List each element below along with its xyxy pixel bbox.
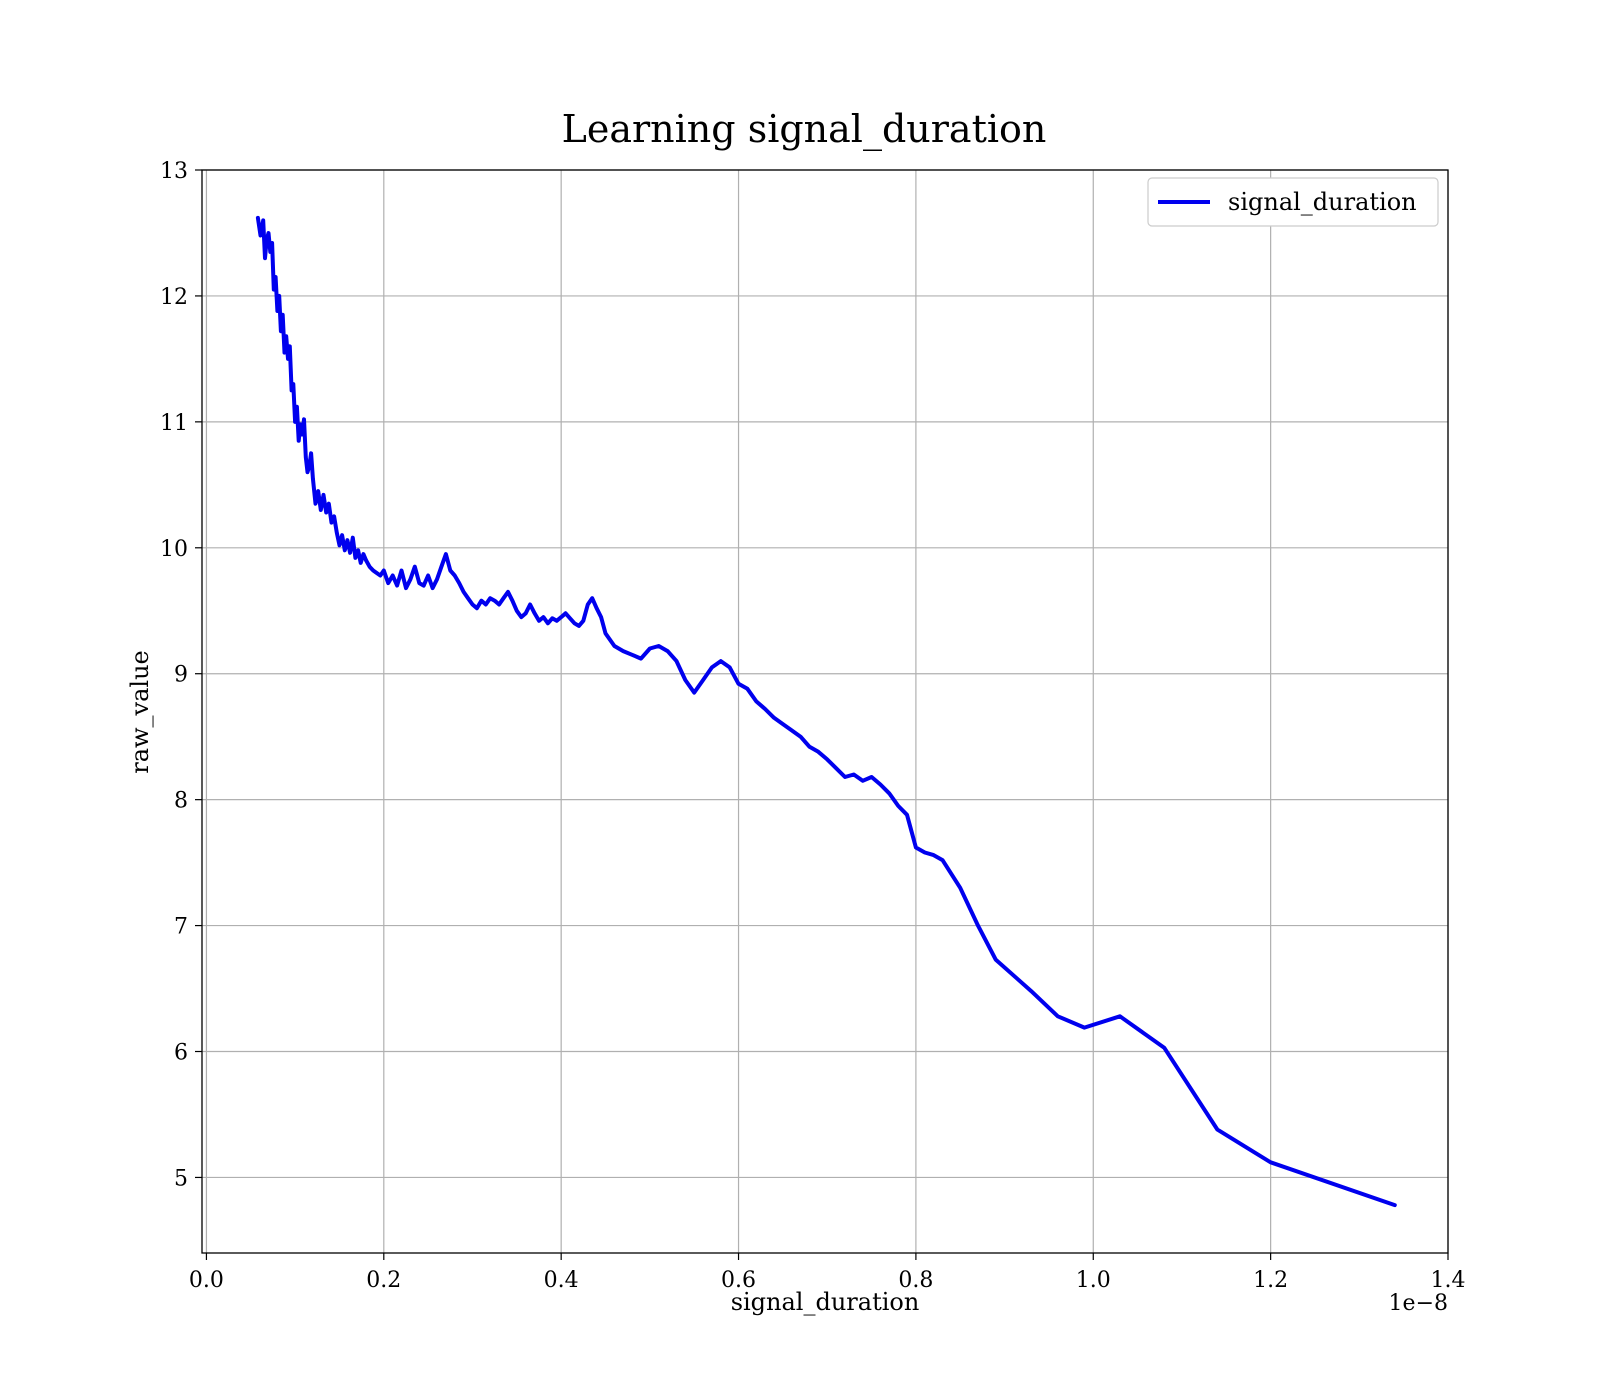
grid — [202, 169, 1449, 1253]
series-line-signal_duration — [255, 215, 1397, 1208]
x-axis-label: signal_duration — [731, 1288, 920, 1316]
y-tick-label: 6 — [174, 1041, 188, 1066]
legend: signal_duration — [1147, 177, 1439, 227]
legend-box — [1147, 177, 1439, 227]
y-axis: 5 6 7 8 9 10 11 12 13 — [160, 159, 202, 1191]
x-tick-label: 0.8 — [898, 1268, 933, 1293]
x-tick-label: 1.2 — [1253, 1268, 1288, 1293]
x-tick-label: 1.4 — [1431, 1268, 1466, 1293]
chart-title: Learning signal_duration — [562, 107, 1047, 152]
x-axis: 0.0 0.2 0.4 0.6 0.8 1.0 1.2 1.4 — [189, 1253, 1466, 1293]
x-tick-label: 0.6 — [721, 1268, 756, 1293]
y-tick-label: 11 — [160, 411, 188, 436]
series-layer — [255, 215, 1397, 1208]
y-tick-label: 13 — [160, 159, 188, 184]
y-axis-label: raw_value — [126, 650, 154, 774]
x-tick-label: 0.2 — [366, 1268, 401, 1293]
y-tick-label: 9 — [174, 663, 188, 688]
x-axis-scale-label: 1e−8 — [1389, 1291, 1448, 1316]
y-tick-label: 5 — [174, 1166, 188, 1191]
plot-frame — [201, 169, 1449, 1254]
y-tick-label: 10 — [160, 537, 188, 562]
y-tick-label: 8 — [174, 789, 188, 814]
x-tick-label: 0.4 — [544, 1268, 579, 1293]
legend-label: signal_duration — [1228, 188, 1417, 216]
y-tick-label: 7 — [174, 915, 188, 940]
x-tick-label: 1.0 — [1076, 1268, 1111, 1293]
x-tick-label: 0.0 — [189, 1268, 224, 1293]
y-tick-label: 12 — [160, 285, 188, 310]
